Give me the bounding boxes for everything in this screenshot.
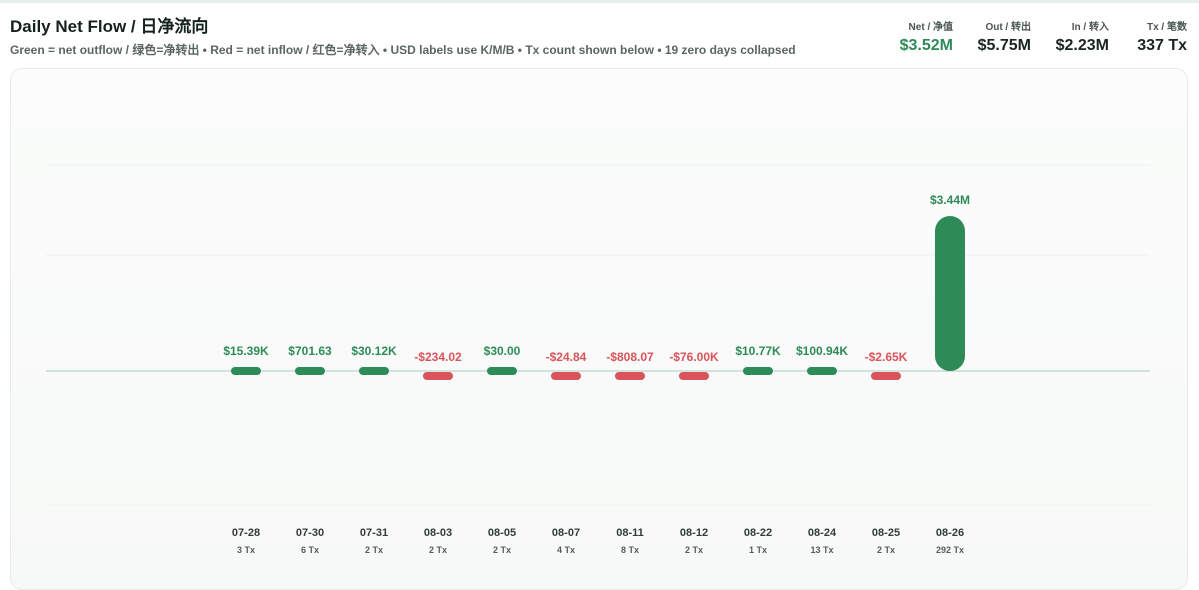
value-label-08-26: $3.44M [930, 193, 970, 207]
tx-count-label-07-30: 6 Tx [301, 545, 319, 555]
chart-header: Daily Net Flow / 日净流向 Green = net outflo… [10, 16, 796, 57]
bar-08-26 [935, 216, 965, 371]
value-label-08-11: -$808.07 [606, 350, 654, 364]
bar-08-25 [871, 372, 901, 380]
chart-panel [10, 68, 1188, 590]
tx-count-label-08-26: 292 Tx [936, 545, 964, 555]
stat-out-label: Out / 转出 [985, 22, 1031, 33]
x-tick-label-07-30: 07-30 [296, 527, 324, 539]
tx-count-label-08-22: 1 Tx [749, 545, 767, 555]
x-tick-label-08-07: 08-07 [552, 527, 580, 539]
tx-count-label-08-12: 2 Tx [685, 545, 703, 555]
stat-net: Net / 净值 $3.52M [897, 22, 953, 56]
stat-tx-label: Tx / 笔数 [1146, 22, 1187, 33]
summary-stats: Net / 净值 $3.52M Out / 转出 $5.75M In / 转入 … [897, 22, 1187, 56]
value-label-08-05: $30.00 [484, 344, 521, 358]
x-tick-label-08-03: 08-03 [424, 527, 452, 539]
tx-count-label-08-03: 2 Tx [429, 545, 447, 555]
bar-08-12 [679, 372, 709, 380]
x-tick-label-08-11: 08-11 [616, 527, 644, 539]
x-tick-label-08-05: 08-05 [488, 527, 516, 539]
stat-in-value: $2.23M [1055, 37, 1109, 54]
tx-count-label-08-07: 4 Tx [557, 545, 575, 555]
bar-08-07 [551, 372, 581, 380]
x-tick-label-08-25: 08-25 [872, 527, 900, 539]
value-label-08-22: $10.77K [735, 344, 781, 358]
bar-08-24 [807, 367, 837, 375]
top-rule [0, 0, 1199, 3]
x-tick-label-07-28: 07-28 [232, 527, 260, 539]
tx-count-label-08-05: 2 Tx [493, 545, 511, 555]
x-tick-label-07-31: 07-31 [360, 527, 388, 539]
bar-08-05 [487, 367, 517, 375]
value-label-07-31: $30.12K [351, 344, 397, 358]
bar-08-03 [423, 372, 453, 380]
chart-subtitle: Green = net outflow / 绿色=净转出 • Red = net… [10, 43, 796, 57]
bar-07-28 [231, 367, 261, 375]
x-tick-label-08-22: 08-22 [744, 527, 772, 539]
bar-08-11 [615, 372, 645, 380]
x-tick-label-08-26: 08-26 [936, 527, 964, 539]
tx-count-label-08-11: 8 Tx [621, 545, 639, 555]
value-label-08-03: -$234.02 [414, 350, 462, 364]
x-tick-label-08-12: 08-12 [680, 527, 708, 539]
tx-count-label-08-25: 2 Tx [877, 545, 895, 555]
bar-08-22 [743, 367, 773, 375]
stat-tx-value: 337 Tx [1137, 37, 1187, 54]
x-tick-label-08-24: 08-24 [808, 527, 837, 539]
stat-net-value: $3.52M [899, 37, 953, 54]
tx-count-label-07-28: 3 Tx [237, 545, 255, 555]
value-label-08-24: $100.94K [796, 344, 848, 358]
stat-tx: Tx / 笔数 337 Tx [1131, 22, 1187, 56]
bar-07-31 [359, 367, 389, 375]
bar-07-30 [295, 367, 325, 375]
value-label-07-30: $701.63 [288, 344, 332, 358]
stat-in-label: In / 转入 [1071, 22, 1109, 33]
chart-title: Daily Net Flow / 日净流向 [10, 17, 209, 36]
value-label-08-07: -$24.84 [546, 350, 587, 364]
value-label-07-28: $15.39K [223, 344, 269, 358]
tx-count-label-08-24: 13 Tx [810, 545, 833, 555]
stat-in: In / 转入 $2.23M [1053, 22, 1109, 56]
stat-net-label: Net / 净值 [908, 22, 953, 33]
stat-out-value: $5.75M [977, 37, 1031, 54]
tx-count-label-07-31: 2 Tx [365, 545, 383, 555]
value-label-08-25: -$2.65K [865, 350, 908, 364]
stat-out: Out / 转出 $5.75M [975, 22, 1031, 56]
value-label-08-12: -$76.00K [669, 350, 719, 364]
